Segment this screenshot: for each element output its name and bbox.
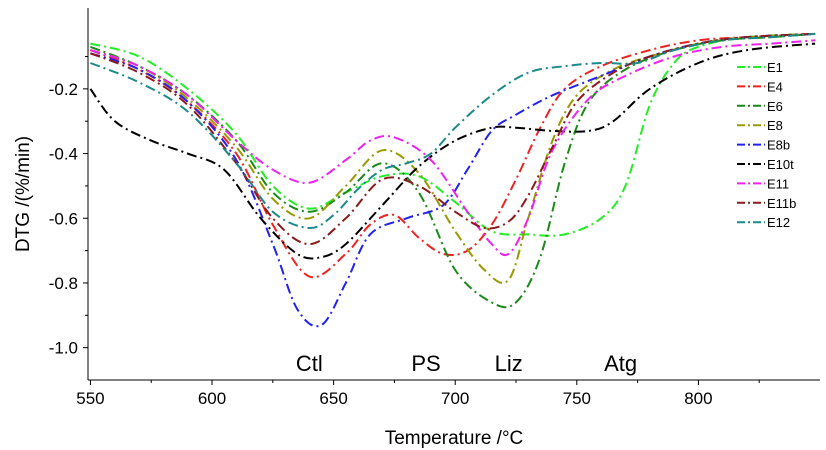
legend-label-e8: E8 bbox=[767, 118, 783, 133]
series-line-e8b bbox=[90, 32, 816, 328]
legend-label-e11b: E11b bbox=[767, 196, 796, 211]
x-tick-label: 800 bbox=[684, 389, 712, 408]
series-line-e12 bbox=[90, 32, 816, 230]
series-line-e8 bbox=[90, 32, 816, 284]
y-tick-label: -0.6 bbox=[49, 209, 78, 228]
x-tick-label: 750 bbox=[563, 389, 591, 408]
x-tick-label: 650 bbox=[319, 389, 347, 408]
x-axis-title: Temperature /°C bbox=[385, 428, 524, 449]
y-tick-label: -0.8 bbox=[49, 274, 78, 293]
axes: 550 600 650 700 750 800 -0.2 -0.4 -0.6 -0.8 -1.0 bbox=[49, 8, 820, 408]
y-axis-title: DTG /(%/min) bbox=[13, 136, 34, 252]
annotation-atg: Atg bbox=[604, 351, 637, 376]
legend: E1 E4 E6 E8 E8b E10t E11 E11b E12 bbox=[737, 60, 796, 230]
legend-label-e12: E12 bbox=[767, 215, 790, 230]
legend-label-e8b: E8b bbox=[767, 138, 790, 153]
series-line-e11b bbox=[90, 32, 816, 246]
series-line-e6 bbox=[90, 32, 816, 309]
legend-label-e4: E4 bbox=[767, 79, 783, 94]
legend-label-e6: E6 bbox=[767, 99, 783, 114]
annotation-ps: PS bbox=[411, 351, 440, 376]
series-line-e10t bbox=[89, 42, 816, 260]
annotation-ctl: Ctl bbox=[296, 351, 323, 376]
series-line-e1 bbox=[90, 32, 816, 237]
y-tick-label: -1.0 bbox=[49, 339, 78, 358]
x-tick-label: 600 bbox=[198, 389, 226, 408]
y-tick-label: -0.4 bbox=[49, 145, 78, 164]
series-line-e4 bbox=[90, 32, 816, 279]
x-tick-label: 550 bbox=[76, 389, 104, 408]
series-lines bbox=[89, 32, 816, 328]
legend-label-e10t: E10t bbox=[767, 157, 794, 172]
y-tick-label: -0.2 bbox=[49, 80, 78, 99]
legend-label-e11: E11 bbox=[767, 176, 789, 191]
peak-annotations: Ctl PS Liz Atg bbox=[296, 351, 637, 376]
legend-label-e1: E1 bbox=[767, 60, 783, 75]
x-tick-label: 700 bbox=[441, 389, 469, 408]
series-line-e11 bbox=[90, 39, 816, 257]
annotation-liz: Liz bbox=[495, 351, 523, 376]
